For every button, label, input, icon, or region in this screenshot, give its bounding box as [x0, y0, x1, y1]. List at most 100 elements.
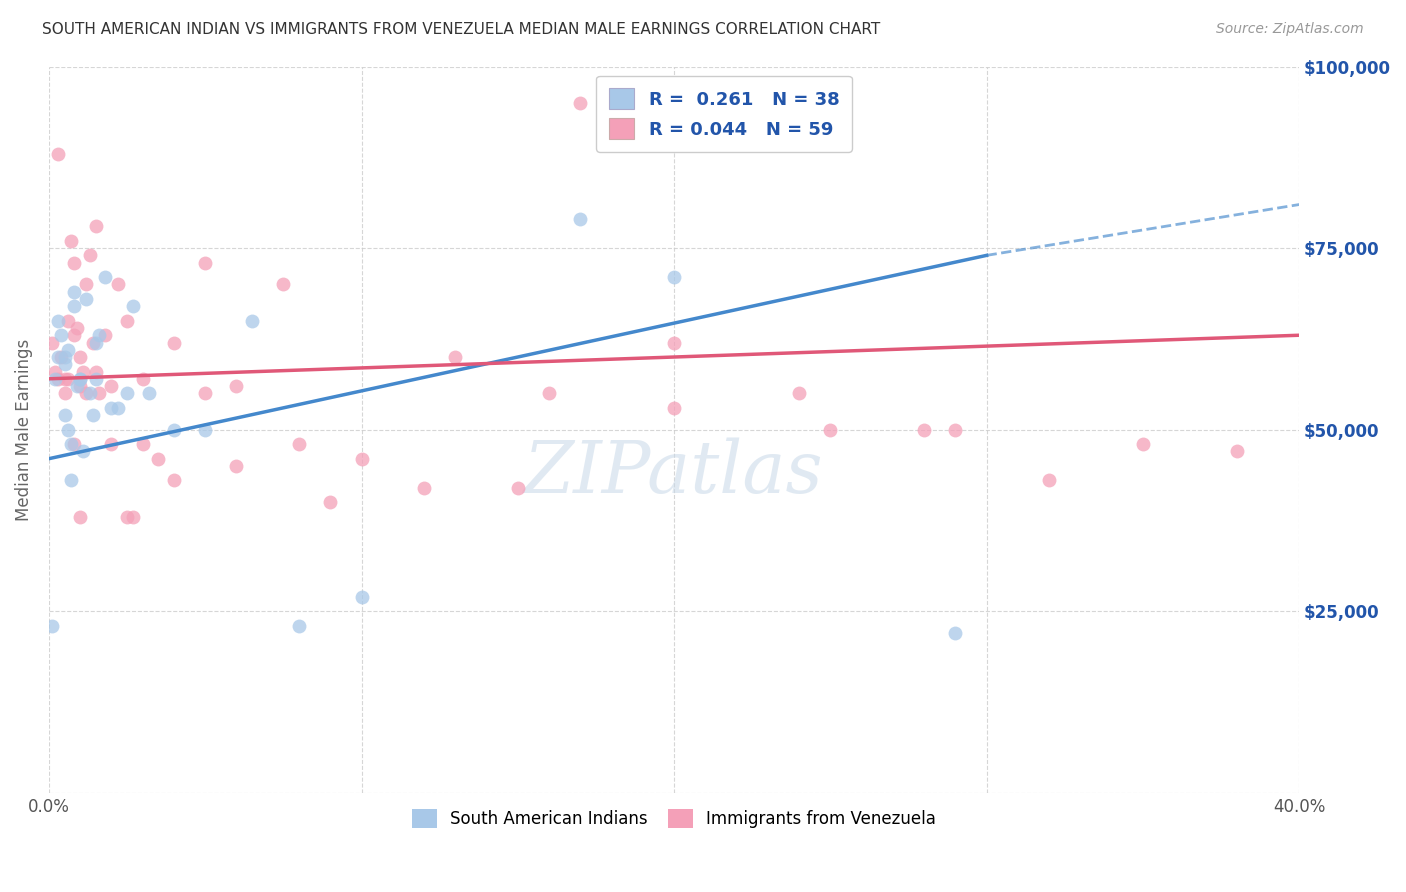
Point [288, 437, 311, 451]
Point [63, 255, 86, 269]
Point [194, 386, 217, 401]
Point [46, 314, 69, 328]
Point [44, 372, 66, 386]
Point [132, 437, 155, 451]
Point [41, 335, 63, 350]
Point [56, 423, 79, 437]
Point [148, 451, 170, 466]
Point [59, 474, 82, 488]
Point [84, 372, 107, 386]
Point [69, 372, 91, 386]
Point [84, 335, 107, 350]
Point [163, 474, 186, 488]
Point [56, 314, 79, 328]
Point [53, 372, 76, 386]
Point [53, 408, 76, 422]
Point [138, 386, 160, 401]
Point [820, 423, 842, 437]
Point [56, 343, 79, 357]
Point [69, 372, 91, 386]
Point [63, 437, 86, 451]
Point [163, 335, 186, 350]
Point [225, 458, 247, 473]
Point [76, 277, 98, 292]
Point [240, 314, 263, 328]
Point [1038, 474, 1060, 488]
Point [46, 372, 69, 386]
Point [662, 270, 685, 285]
Point [79, 248, 101, 262]
Point [84, 365, 107, 379]
Point [69, 379, 91, 393]
Point [94, 328, 117, 343]
Point [76, 292, 98, 306]
Point [506, 481, 529, 495]
Point [87, 386, 110, 401]
Point [288, 618, 311, 632]
Point [107, 277, 129, 292]
Point [194, 255, 217, 269]
Point [63, 285, 86, 299]
Point [66, 379, 89, 393]
Point [350, 590, 373, 604]
Point [53, 386, 76, 401]
Point [163, 423, 186, 437]
Point [63, 328, 86, 343]
Point [662, 335, 685, 350]
Point [444, 350, 467, 364]
Text: Source: ZipAtlas.com: Source: ZipAtlas.com [1216, 22, 1364, 37]
Point [94, 270, 117, 285]
Point [66, 321, 89, 335]
Point [943, 626, 966, 640]
Point [51, 328, 73, 343]
Point [115, 386, 138, 401]
Point [273, 277, 295, 292]
Point [53, 357, 76, 371]
Point [56, 372, 79, 386]
Point [53, 350, 76, 364]
Point [662, 401, 685, 415]
Point [59, 234, 82, 248]
Point [41, 618, 63, 632]
Point [51, 350, 73, 364]
Point [569, 212, 592, 227]
Point [69, 350, 91, 364]
Point [943, 423, 966, 437]
Point [107, 401, 129, 415]
Point [82, 408, 104, 422]
Point [100, 379, 122, 393]
Point [46, 350, 69, 364]
Point [912, 423, 935, 437]
Point [100, 437, 122, 451]
Point [787, 386, 810, 401]
Text: SOUTH AMERICAN INDIAN VS IMMIGRANTS FROM VENEZUELA MEDIAN MALE EARNINGS CORRELAT: SOUTH AMERICAN INDIAN VS IMMIGRANTS FROM… [42, 22, 880, 37]
Point [194, 423, 217, 437]
Point [115, 314, 138, 328]
Text: ZIPatlas: ZIPatlas [524, 438, 824, 508]
Point [82, 335, 104, 350]
Point [132, 372, 155, 386]
Point [413, 481, 436, 495]
Point [79, 386, 101, 401]
Point [72, 365, 94, 379]
Point [1132, 437, 1154, 451]
Point [76, 386, 98, 401]
Point [63, 299, 86, 313]
Point [44, 365, 66, 379]
Point [84, 219, 107, 234]
Point [87, 328, 110, 343]
Point [72, 444, 94, 458]
Point [225, 379, 247, 393]
Point [350, 451, 373, 466]
Legend: South American Indians, Immigrants from Venezuela: South American Indians, Immigrants from … [405, 803, 943, 835]
Point [537, 386, 560, 401]
Point [1226, 444, 1249, 458]
Point [122, 299, 145, 313]
Point [122, 509, 145, 524]
Point [319, 495, 342, 509]
Point [569, 95, 592, 110]
Point [69, 509, 91, 524]
Y-axis label: Median Male Earnings: Median Male Earnings [15, 338, 32, 521]
Point [115, 509, 138, 524]
Point [46, 146, 69, 161]
